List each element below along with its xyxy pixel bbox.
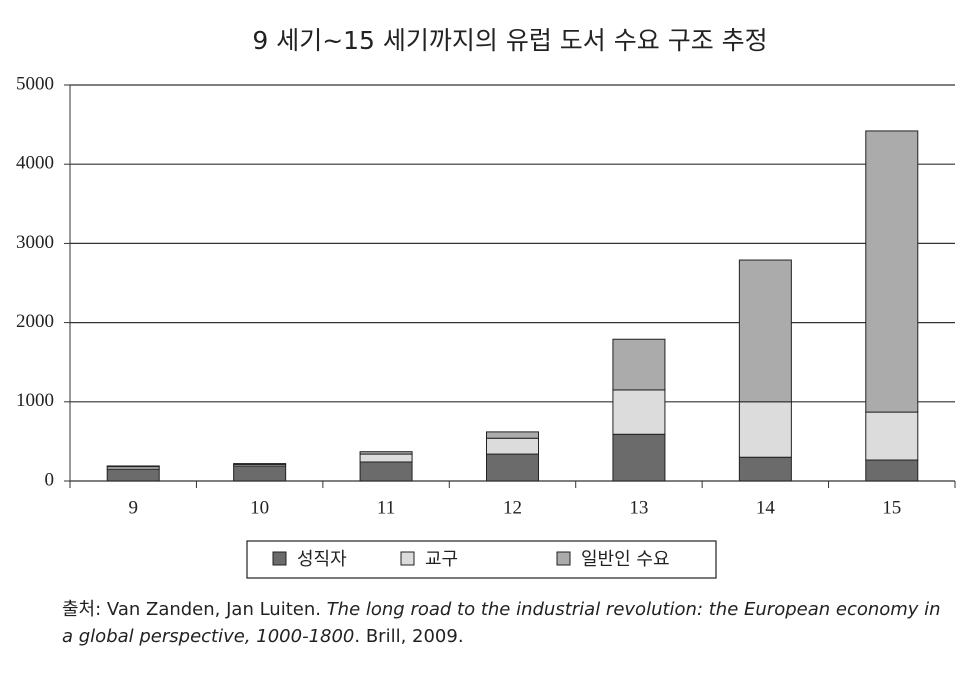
bar-segment [106, 465, 160, 468]
bar-segment [359, 461, 413, 482]
x-tick-label: 15 [882, 497, 901, 518]
x-tick-label: 9 [128, 497, 138, 518]
bar-segment [486, 453, 539, 482]
legend-label: 교구 [425, 549, 458, 570]
bar-segment [612, 389, 666, 435]
legend-box [246, 540, 717, 579]
source-title: The long road to the industrial revoluti… [62, 599, 941, 647]
x-tick-label: 11 [377, 497, 395, 518]
bar-segment [359, 453, 413, 463]
legend-label: 성직자 [297, 549, 347, 570]
y-tick-label: 0 [45, 469, 55, 490]
bar-segment [106, 468, 160, 482]
source-prefix: 출처: Van Zanden, Jan Luiten. [62, 599, 327, 620]
bar-segment [612, 338, 666, 391]
bar-segment [486, 437, 539, 455]
legend-swatch [556, 551, 571, 566]
bar-segment [738, 259, 792, 403]
y-tick-label: 1000 [16, 390, 54, 411]
y-tick-label: 3000 [16, 232, 54, 253]
y-tick-label: 2000 [16, 311, 54, 332]
source: 출처: Van Zanden, Jan Luiten. The long roa… [62, 596, 942, 650]
bar-segment [233, 465, 287, 482]
x-tick-label: 14 [756, 497, 776, 518]
bar-segment [738, 401, 792, 458]
legend-swatch [272, 551, 287, 566]
chart: 9 세기~15 세기까지의 유럽 도서 수요 구조 추정 0 1000 2000 30… [16, 26, 956, 579]
bar-segment [865, 459, 919, 482]
bar-segment [233, 463, 287, 465]
legend-swatch [400, 551, 415, 566]
x-tick-label: 13 [629, 497, 648, 518]
bar-segment [865, 130, 919, 413]
chart-title: 9 세기~15 세기까지의 유럽 도서 수요 구조 추정 [252, 26, 767, 55]
source-suffix: . Brill, 2009. [354, 626, 464, 647]
bar-segment [359, 451, 413, 455]
bar-segment [612, 433, 666, 482]
bar-segment [738, 456, 792, 482]
legend-label: 일반인 수요 [581, 549, 670, 570]
bar-segment [486, 431, 539, 439]
x-tick-label: 10 [250, 497, 269, 518]
y-tick-label: 5000 [16, 73, 54, 94]
y-tick-label: 4000 [16, 153, 54, 174]
bar-segment [865, 411, 919, 461]
x-tick-label: 12 [503, 497, 522, 518]
